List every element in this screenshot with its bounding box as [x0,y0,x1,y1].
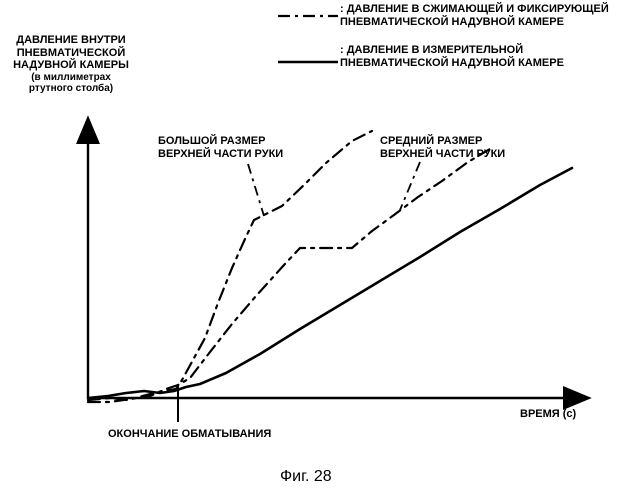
series-measurement [88,168,572,398]
series-medium-arm [88,149,490,402]
chart-canvas [0,0,617,500]
series-large-arm [88,131,372,400]
leader-medium [400,162,420,210]
leader-large [248,164,264,216]
